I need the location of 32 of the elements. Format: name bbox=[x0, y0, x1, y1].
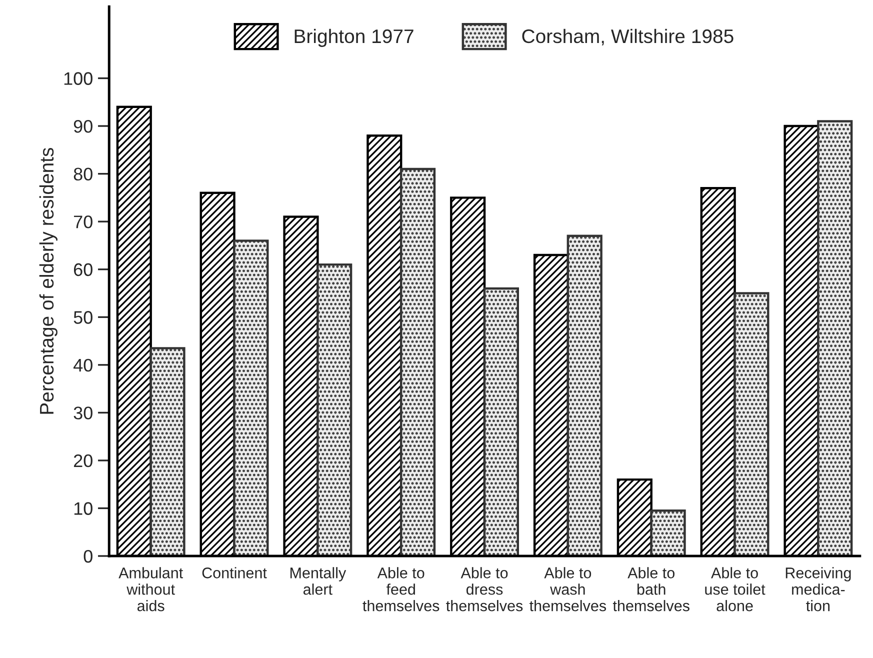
legend-label: Brighton 1977 bbox=[294, 28, 414, 47]
bar bbox=[316, 263, 352, 556]
y-tick-label: 90 bbox=[74, 120, 92, 133]
y-tick-label: 40 bbox=[73, 358, 92, 372]
bar bbox=[650, 510, 686, 556]
x-tick-label: Able to wash themselves bbox=[530, 567, 606, 612]
bar bbox=[233, 240, 269, 556]
y-tick-label: 100 bbox=[64, 72, 92, 85]
x-tick-label: Mentally alert bbox=[290, 567, 346, 595]
y-tick-label: 20 bbox=[74, 454, 92, 468]
y-tick-label: 50 bbox=[74, 311, 92, 324]
bar bbox=[734, 292, 770, 556]
bar bbox=[483, 287, 519, 556]
x-tick-label: Receiving medica- tion bbox=[786, 567, 851, 612]
y-tick-label: 70 bbox=[74, 216, 92, 228]
x-tick-label: Able to bath themselves bbox=[612, 567, 690, 612]
bar bbox=[150, 347, 186, 556]
y-tick-label: 0 bbox=[84, 550, 92, 563]
y-tick-label: 60 bbox=[74, 263, 92, 276]
legend-label: Corsham, Wiltshire 1985 bbox=[522, 28, 734, 46]
x-tick-label: Able to use toilet alone bbox=[705, 567, 766, 612]
x-tick-label: Able to feed themselves bbox=[362, 567, 440, 612]
x-tick-label: Ambulant without aids bbox=[118, 567, 183, 612]
y-tick-label: 30 bbox=[74, 406, 92, 420]
x-tick-label: Able to dress themselves bbox=[446, 567, 523, 612]
y-tick-label: 80 bbox=[74, 168, 92, 181]
bar bbox=[400, 168, 436, 556]
bar bbox=[817, 120, 853, 556]
y-tick-label: 10 bbox=[74, 502, 92, 515]
y-axis-title: Percentage of elderly residents bbox=[39, 148, 58, 414]
bar bbox=[566, 234, 602, 556]
x-tick-label: Continent bbox=[202, 567, 267, 578]
